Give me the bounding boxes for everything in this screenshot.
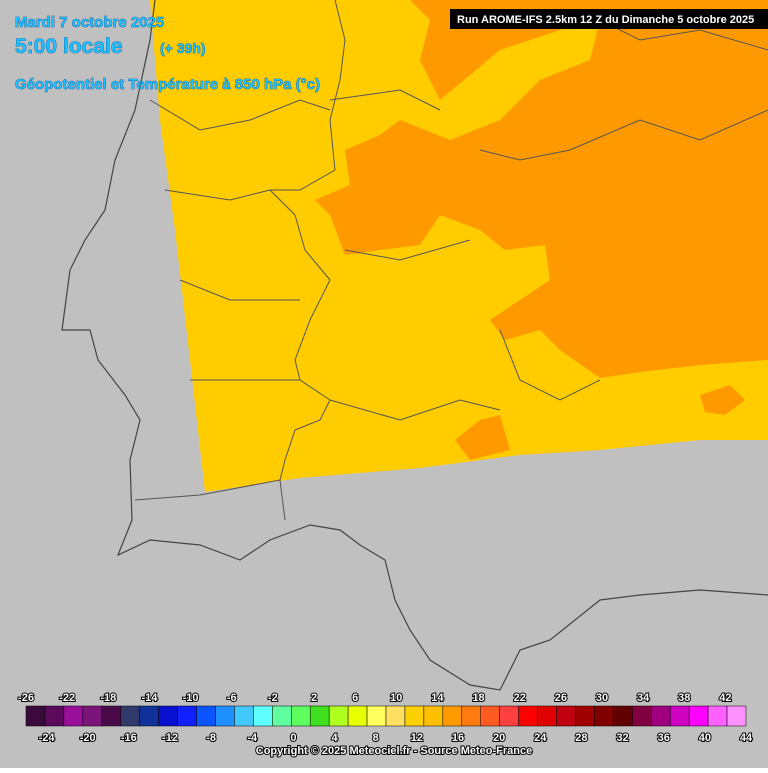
legend-swatch (291, 705, 311, 727)
legend-label: -24 (39, 732, 56, 744)
legend-swatch (404, 705, 425, 727)
legend-label: 24 (534, 732, 547, 744)
legend-swatch (101, 705, 121, 727)
legend-swatch (215, 705, 235, 727)
legend-swatch (25, 705, 46, 727)
legend-label: 12 (411, 732, 423, 744)
legend-label: 44 (740, 732, 753, 744)
legend-label: -10 (183, 692, 199, 704)
legend-label: 8 (373, 732, 379, 744)
legend-label: -22 (59, 692, 75, 704)
legend-swatch (366, 705, 387, 727)
legend-label: 42 (719, 692, 731, 704)
legend-label: 10 (390, 692, 402, 704)
legend-swatch (688, 705, 709, 727)
legend-label: 26 (555, 692, 567, 704)
legend-swatch (234, 705, 254, 727)
legend-swatch (347, 705, 368, 727)
legend-swatch (669, 705, 690, 727)
legend-label: 34 (637, 692, 650, 704)
legend-swatch (272, 705, 292, 727)
legend-swatch (158, 705, 178, 727)
hot-zone (700, 385, 745, 415)
legend-label: 6 (352, 692, 358, 704)
legend-swatch (82, 705, 103, 727)
legend-swatch (139, 705, 159, 727)
legend-swatch (651, 705, 671, 727)
border (268, 0, 346, 521)
legend-swatch (480, 705, 500, 727)
legend-label: 36 (658, 732, 670, 744)
legend-label: -4 (247, 732, 258, 744)
time: 5:00 locale (15, 35, 122, 58)
legend-label: -26 (18, 692, 34, 704)
legend-label: -16 (121, 732, 137, 744)
date: Mardi 7 octobre 2025 (15, 14, 164, 31)
legend-swatch (518, 705, 538, 727)
legend-swatch (499, 705, 519, 727)
legend-label: -20 (80, 732, 96, 744)
legend-swatch (177, 705, 197, 727)
legend-label: 0 (290, 732, 296, 744)
subtitle: Géopotentiel et Température à 850 hPa (°… (15, 76, 320, 93)
legend-swatch (594, 705, 614, 727)
legend-label: -12 (162, 732, 178, 744)
legend-label: 18 (472, 692, 484, 704)
legend-label: 38 (678, 692, 690, 704)
legend-swatch (556, 705, 576, 727)
legend-label: 2 (311, 692, 317, 704)
legend-label: -18 (100, 692, 116, 704)
legend-label: 4 (332, 732, 339, 744)
border (134, 19, 768, 501)
legend-swatch (385, 705, 406, 727)
legend-swatch (575, 705, 595, 727)
legend-swatch (423, 705, 444, 727)
coastline (61, 0, 768, 691)
legend-label: 20 (493, 732, 505, 744)
legend-label: -6 (227, 692, 237, 704)
legend-swatch (632, 705, 652, 727)
legend-label: -8 (206, 732, 216, 744)
legend-label: 28 (575, 732, 587, 744)
lead-time: (+ 39h) (160, 40, 206, 56)
run-box (450, 9, 768, 29)
legend-swatch (461, 705, 481, 727)
legend-swatch (328, 705, 349, 727)
legend-swatch (537, 705, 557, 727)
legend-label: 22 (514, 692, 526, 704)
legend-label: 16 (452, 732, 464, 744)
legend-swatch (442, 705, 463, 727)
legend-label: -14 (141, 692, 158, 704)
legend-label: 40 (699, 732, 711, 744)
legend-swatch (707, 705, 728, 727)
copyright: Copyright © 2025 Meteociel.fr - Source M… (256, 745, 532, 757)
legend-swatch (44, 705, 65, 727)
legend-swatch (120, 705, 140, 727)
legend-label: 14 (431, 692, 444, 704)
legend-swatch (196, 705, 216, 727)
legend-swatch (309, 705, 330, 727)
legend-swatch (253, 705, 273, 727)
legend-swatch (613, 705, 633, 727)
legend-label: 30 (596, 692, 608, 704)
hot-zone (315, 0, 768, 378)
run-info: Run AROME-IFS 2.5km 12 Z du Dimanche 5 o… (457, 14, 754, 26)
legend-swatch (63, 705, 84, 727)
hot-zone (455, 415, 510, 460)
legend-label: 32 (616, 732, 628, 744)
legend-label: -2 (268, 692, 278, 704)
legend-swatch (726, 705, 747, 727)
